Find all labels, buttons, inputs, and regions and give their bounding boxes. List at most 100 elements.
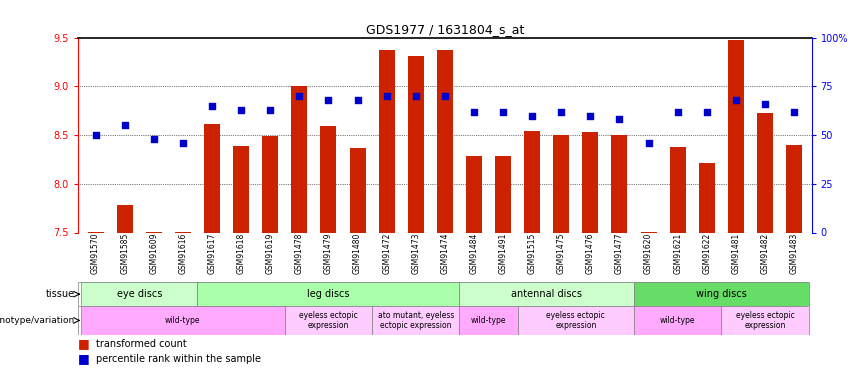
Bar — [582, 132, 598, 232]
Bar — [634, 306, 721, 334]
Bar — [146, 231, 161, 232]
Text: eye discs: eye discs — [116, 289, 162, 299]
Text: GSM91616: GSM91616 — [179, 232, 187, 274]
Point — [409, 93, 423, 99]
Bar — [285, 306, 372, 334]
Bar — [408, 56, 424, 232]
Text: transformed count: transformed count — [96, 339, 187, 349]
Text: leg discs: leg discs — [307, 289, 350, 299]
Text: GSM91477: GSM91477 — [615, 232, 624, 274]
Bar — [495, 156, 511, 232]
Point — [758, 101, 772, 107]
Bar — [670, 147, 686, 232]
Point — [293, 93, 306, 99]
Text: GSM91482: GSM91482 — [760, 232, 770, 274]
Text: antennal discs: antennal discs — [511, 289, 582, 299]
Bar — [174, 231, 191, 232]
Bar — [378, 50, 395, 232]
Text: GSM91491: GSM91491 — [498, 232, 508, 274]
Point — [496, 109, 510, 115]
Text: GSM91515: GSM91515 — [528, 232, 536, 274]
Text: GSM91618: GSM91618 — [237, 232, 246, 274]
Text: GSM91483: GSM91483 — [790, 232, 799, 274]
Point — [351, 97, 365, 103]
Text: percentile rank within the sample: percentile rank within the sample — [96, 354, 261, 364]
Bar — [320, 126, 337, 232]
Bar — [786, 145, 802, 232]
Point — [263, 106, 277, 112]
Bar — [466, 156, 482, 232]
Point — [321, 97, 335, 103]
Text: eyeless ectopic
expression: eyeless ectopic expression — [299, 311, 358, 330]
Text: GSM91476: GSM91476 — [586, 232, 595, 274]
Text: GSM91481: GSM91481 — [732, 232, 740, 274]
Text: GSM91570: GSM91570 — [91, 232, 100, 274]
Bar — [553, 135, 569, 232]
Bar — [88, 231, 103, 232]
Bar — [81, 282, 197, 306]
Bar — [524, 131, 540, 232]
Point — [205, 103, 219, 109]
Text: tissue: tissue — [46, 289, 76, 299]
Point — [147, 136, 161, 142]
Point — [467, 109, 481, 115]
Text: GSM91617: GSM91617 — [207, 232, 216, 274]
Text: GSM91474: GSM91474 — [440, 232, 450, 274]
Text: GSM91620: GSM91620 — [644, 232, 653, 274]
Bar — [437, 50, 453, 232]
Text: GSM91480: GSM91480 — [353, 232, 362, 274]
Point — [671, 109, 685, 115]
Text: GSM91585: GSM91585 — [120, 232, 129, 274]
Point — [555, 109, 569, 115]
Point — [379, 93, 393, 99]
Bar — [116, 205, 133, 232]
Text: ■: ■ — [78, 352, 90, 365]
Bar — [721, 306, 809, 334]
Text: eyeless ectopic
expression: eyeless ectopic expression — [547, 311, 605, 330]
Point — [787, 109, 801, 115]
Point — [437, 93, 451, 99]
Title: GDS1977 / 1631804_s_at: GDS1977 / 1631804_s_at — [365, 23, 524, 36]
Bar — [459, 306, 517, 334]
Bar — [233, 146, 249, 232]
Bar — [757, 112, 773, 232]
Text: ■: ■ — [78, 338, 90, 350]
Bar — [81, 306, 285, 334]
Bar — [517, 306, 634, 334]
Text: GSM91473: GSM91473 — [411, 232, 420, 274]
Point — [89, 132, 102, 138]
Point — [583, 112, 597, 118]
Text: wild-type: wild-type — [470, 316, 506, 325]
Point — [525, 112, 539, 118]
Text: GSM91479: GSM91479 — [324, 232, 333, 274]
Point — [729, 97, 743, 103]
Bar — [197, 282, 459, 306]
Text: wild-type: wild-type — [660, 316, 695, 325]
Bar — [699, 163, 715, 232]
Text: eyeless ectopic
expression: eyeless ectopic expression — [736, 311, 794, 330]
Bar — [728, 40, 744, 232]
Bar — [262, 136, 279, 232]
Bar — [611, 135, 628, 232]
Point — [176, 140, 190, 146]
Text: ato mutant, eyeless
ectopic expression: ato mutant, eyeless ectopic expression — [378, 311, 454, 330]
Text: GSM91475: GSM91475 — [556, 232, 566, 274]
Point — [118, 122, 132, 128]
Text: wild-type: wild-type — [165, 316, 201, 325]
Bar — [459, 282, 634, 306]
Bar — [634, 282, 809, 306]
Point — [613, 116, 627, 122]
Text: GSM91622: GSM91622 — [702, 232, 711, 274]
Bar — [372, 306, 459, 334]
Bar — [292, 86, 307, 232]
Text: GSM91484: GSM91484 — [470, 232, 478, 274]
Text: GSM91621: GSM91621 — [674, 232, 682, 274]
Point — [234, 106, 248, 112]
Text: GSM91478: GSM91478 — [295, 232, 304, 274]
Point — [641, 140, 655, 146]
Bar — [350, 148, 365, 232]
Bar — [641, 231, 656, 232]
Text: wing discs: wing discs — [696, 289, 746, 299]
Text: genotype/variation: genotype/variation — [0, 316, 76, 325]
Text: GSM91609: GSM91609 — [149, 232, 158, 274]
